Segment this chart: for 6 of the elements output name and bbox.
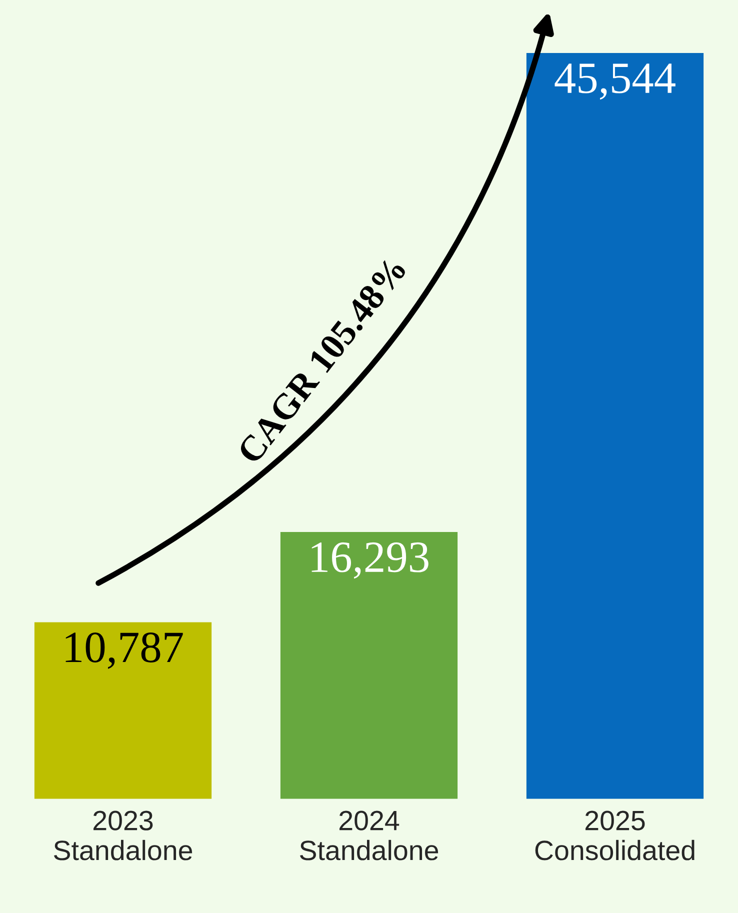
x-tick-label: 2025 Consolidated [535, 810, 694, 860]
x-tick-label: 2024 Standalone [300, 810, 438, 860]
data-label: 10,787 [66, 632, 183, 669]
x-tick-label: 2023 Standalone [54, 810, 192, 860]
data-label: 45,544 [554, 64, 676, 100]
data-label: 16,293 [312, 542, 428, 579]
